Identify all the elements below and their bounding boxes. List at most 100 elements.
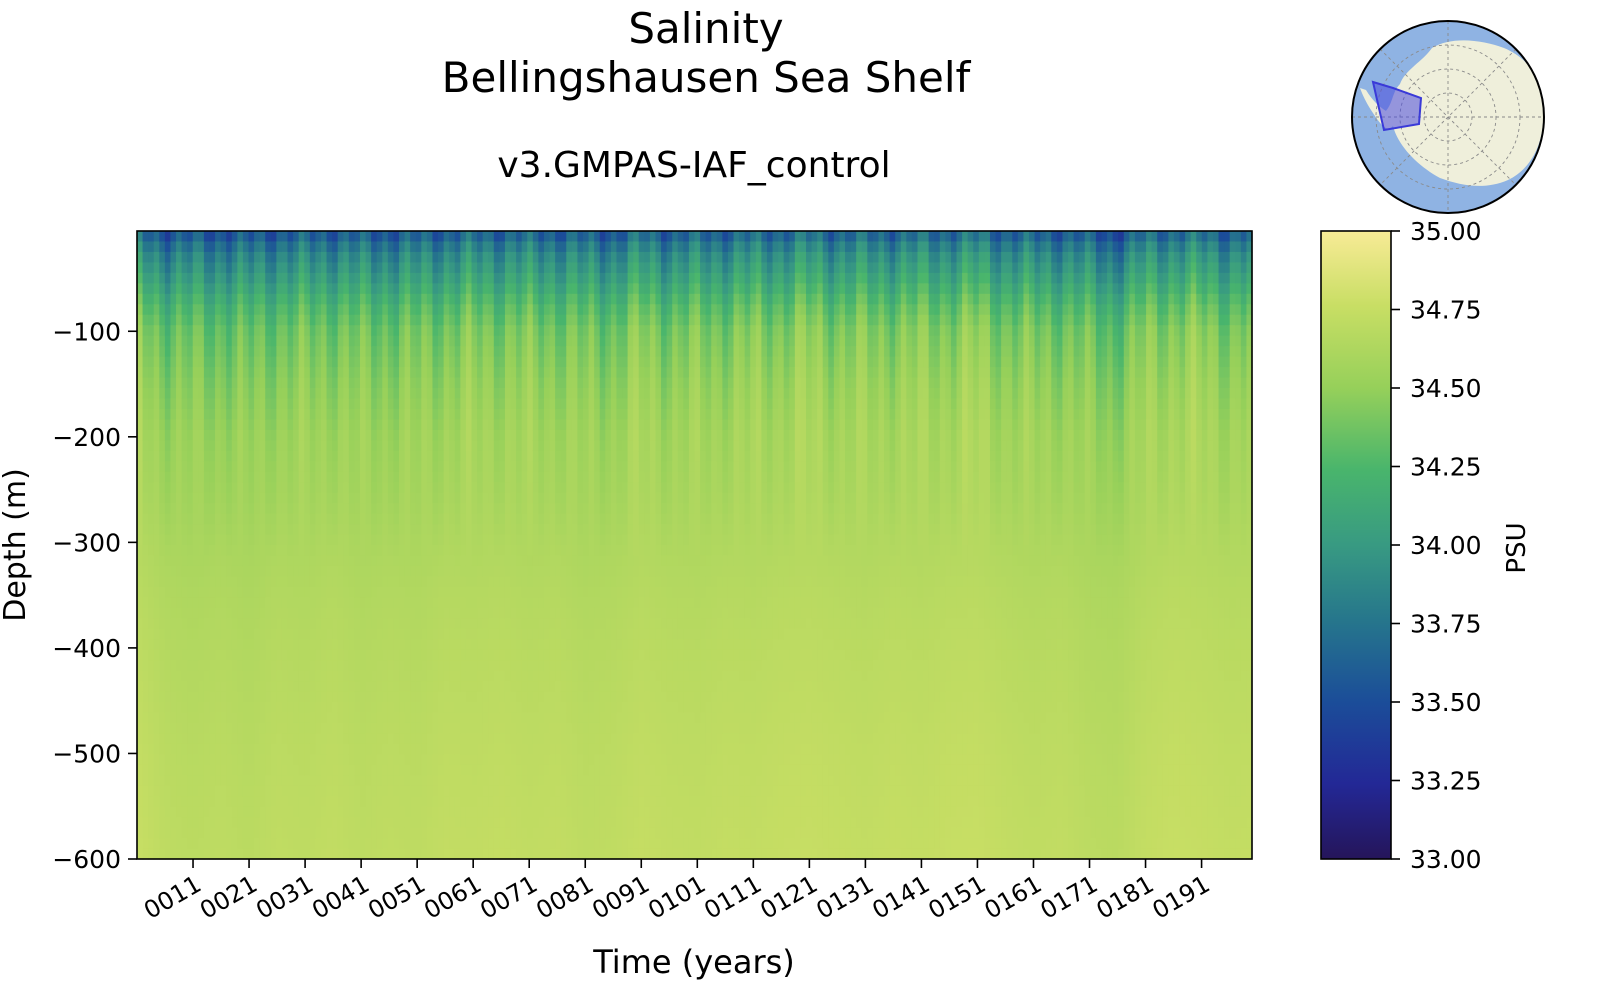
heatmap-cell xyxy=(254,492,261,504)
heatmap-cell xyxy=(181,565,188,577)
heatmap-cell xyxy=(304,827,311,839)
heatmap-cell xyxy=(259,304,266,316)
heatmap-cell xyxy=(516,670,523,682)
heatmap-cell xyxy=(326,534,333,546)
heatmap-cell xyxy=(566,335,573,347)
heatmap-cell xyxy=(415,670,422,682)
heatmap-cell xyxy=(521,597,528,609)
heatmap-cell xyxy=(281,628,289,640)
heatmap-cell xyxy=(304,346,311,358)
heatmap-cell xyxy=(326,377,333,389)
heatmap-cell xyxy=(477,492,484,504)
heatmap-cell xyxy=(164,314,172,326)
heatmap-cell xyxy=(343,231,350,243)
heatmap-cell xyxy=(577,764,584,776)
heatmap-cell xyxy=(510,429,517,441)
heatmap-cell xyxy=(393,817,400,829)
heatmap-cell xyxy=(460,367,467,379)
heatmap-cell xyxy=(499,377,506,389)
heatmap-cell xyxy=(504,408,512,420)
heatmap-cell xyxy=(371,545,378,557)
heatmap-cell xyxy=(142,817,149,829)
heatmap-cell xyxy=(577,618,584,630)
heatmap-cell xyxy=(449,513,456,525)
heatmap-cell xyxy=(198,524,205,536)
heatmap-cell xyxy=(449,785,456,797)
heatmap-cell xyxy=(404,346,411,358)
heatmap-cell xyxy=(532,429,539,441)
heatmap-cell xyxy=(449,796,456,808)
heatmap-cell xyxy=(404,283,411,295)
heatmap-cell xyxy=(393,503,400,515)
heatmap-cell xyxy=(242,639,250,651)
heatmap-cell xyxy=(521,398,528,410)
heatmap-cell xyxy=(521,607,528,619)
heatmap-cell xyxy=(265,419,272,431)
heatmap-cell xyxy=(493,712,500,724)
heatmap-cell xyxy=(326,649,333,661)
heatmap-cell xyxy=(293,492,300,504)
heatmap-cell xyxy=(583,775,590,787)
heatmap-cell xyxy=(226,838,233,850)
heatmap-cell xyxy=(270,293,277,305)
heatmap-cell xyxy=(549,513,556,525)
heatmap-cell xyxy=(454,827,461,839)
heatmap-cell xyxy=(203,251,211,263)
heatmap-cell xyxy=(203,796,211,808)
heatmap-cell xyxy=(516,262,523,274)
heatmap-cell xyxy=(499,314,506,326)
heatmap-cell xyxy=(510,733,517,745)
heatmap-cell xyxy=(343,503,350,515)
heatmap-cell xyxy=(360,754,367,766)
heatmap-cell xyxy=(176,576,183,588)
heatmap-cell xyxy=(371,796,378,808)
heatmap-cell xyxy=(382,304,389,316)
heatmap-cell xyxy=(181,440,188,452)
heatmap-cell xyxy=(148,461,155,473)
heatmap-cell xyxy=(198,817,205,829)
heatmap-cell xyxy=(242,576,250,588)
heatmap-cell xyxy=(137,670,144,682)
heatmap-cell xyxy=(577,346,584,358)
heatmap-cell xyxy=(404,304,411,316)
heatmap-cell xyxy=(153,388,160,400)
heatmap-cell xyxy=(181,304,188,316)
heatmap-cell xyxy=(142,440,149,452)
heatmap-cell xyxy=(248,545,255,557)
heatmap-cell xyxy=(471,388,478,400)
heatmap-cell xyxy=(170,555,177,567)
heatmap-cell xyxy=(426,231,434,243)
heatmap-cell xyxy=(337,304,344,316)
heatmap-cell xyxy=(304,712,311,724)
heatmap-cell xyxy=(454,325,461,337)
heatmap-cell xyxy=(181,293,188,305)
heatmap-cell xyxy=(293,586,300,598)
heatmap-cell xyxy=(276,524,283,536)
heatmap-cell xyxy=(376,440,383,452)
heatmap-cell xyxy=(293,722,300,734)
heatmap-cell xyxy=(527,565,534,577)
heatmap-cell xyxy=(337,377,344,389)
heatmap-cell xyxy=(393,607,400,619)
heatmap-cell xyxy=(248,513,255,525)
heatmap-cell xyxy=(482,325,489,337)
heatmap-cell xyxy=(365,785,372,797)
heatmap-cell xyxy=(142,607,149,619)
heatmap-cell xyxy=(159,398,166,410)
heatmap-cell xyxy=(566,482,573,494)
heatmap-cell xyxy=(276,618,283,630)
heatmap-cell xyxy=(348,503,356,515)
heatmap-cell xyxy=(504,231,512,243)
heatmap-cell xyxy=(577,817,584,829)
heatmap-cell xyxy=(387,272,395,284)
heatmap-cell xyxy=(148,639,155,651)
heatmap-cell xyxy=(504,628,512,640)
heatmap-cell xyxy=(298,775,305,787)
heatmap-cell xyxy=(404,817,411,829)
heatmap-cell xyxy=(438,534,445,546)
heatmap-cell xyxy=(337,618,344,630)
heatmap-cell xyxy=(543,628,551,640)
heatmap-cell xyxy=(555,733,562,745)
heatmap-cell xyxy=(399,806,406,818)
heatmap-cell xyxy=(137,534,144,546)
